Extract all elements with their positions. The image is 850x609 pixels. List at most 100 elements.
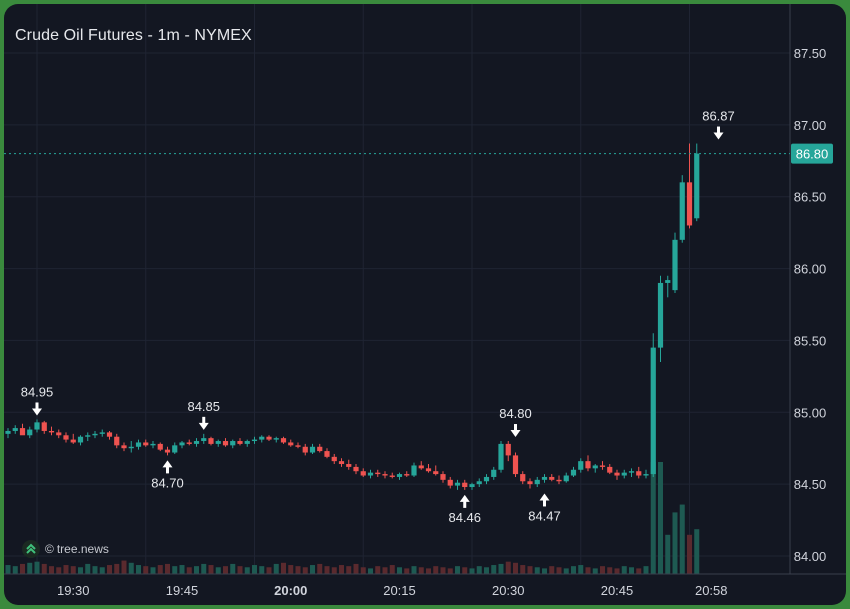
candle-body [498,443,504,470]
volume-bar [186,567,192,574]
volume-bar [281,562,286,574]
candle-body [476,481,482,485]
last-price-badge [791,143,833,164]
candle-body [462,482,468,488]
volume-bar [339,565,344,574]
y-tick-label: 85.00 [794,405,827,420]
up-arrow-icon [162,460,173,468]
candle-body [425,468,432,472]
candle-body [121,445,127,449]
volume-bar [694,529,700,574]
volume-bar [578,565,584,574]
candle-body [636,471,642,476]
volume-bar [252,565,257,574]
volume-bar [585,567,591,574]
candle-body [396,474,403,477]
candle-body [266,436,272,440]
candle-body [599,465,606,467]
copyright-symbol: © [45,542,54,556]
candle-body [556,479,562,482]
candle-body [41,422,47,431]
candlestick-chart[interactable]: 84.95 84.70 84.85 84.46 84.80 84.47 86.87 87.5… [4,4,846,605]
candle-body [273,438,279,440]
volume-bar [172,566,178,574]
up-arrow-icon [539,493,550,501]
y-tick-label: 84.00 [794,549,827,564]
candle-body [186,442,192,444]
high-marker: 84.85 [187,399,220,430]
annotation-label: 84.85 [187,399,220,414]
candle-body [172,445,178,453]
candle-body [135,442,142,447]
candle-body [621,472,627,476]
candle-body [56,432,62,436]
candle-body [389,475,395,477]
volume-bar [107,565,112,574]
volume-bar [455,566,460,574]
candle-body [244,441,250,444]
volume-bar [302,567,308,574]
volume-bar [679,504,685,574]
volume-bar [310,565,315,574]
x-tick-label: 20:45 [601,583,634,598]
volume-bar [643,566,649,574]
candle-body [694,153,700,219]
volume-bar [143,566,149,574]
volume-bar [534,567,540,574]
candle-body [222,441,229,446]
y-tick-label: 85.50 [794,333,827,348]
high-marker: 84.95 [21,384,54,416]
down-arrow-icon [510,430,521,438]
volume-bar [70,566,76,574]
candle-body [201,438,207,442]
annotation-label: 84.95 [21,384,54,399]
candle-body [520,474,526,482]
x-tick-label: 19:30 [57,583,90,598]
watermark-label: tree.news [56,542,109,556]
candle-body [578,461,584,470]
volume-bar [215,567,221,574]
volume-bar [491,565,497,574]
candle-body [324,451,330,457]
x-tick-label: 20:58 [695,583,728,598]
volume-bar [121,560,127,574]
volume-bar [78,567,83,574]
volume-bar [20,563,25,574]
candle-body [259,436,265,440]
candle-body [505,443,511,456]
arrow-stem [463,500,467,508]
annotation-label: 84.47 [528,508,561,523]
arrow-stem [35,402,39,410]
arrow-stem [202,416,206,424]
volume-bar [607,567,613,574]
volume-bar [34,561,40,574]
volume-bar [201,563,207,574]
arrow-stem [717,126,720,134]
candle-body [483,476,490,482]
volume-bar [259,566,265,574]
annotation-label: 84.70 [151,475,184,490]
volume-bar [85,563,91,574]
x-tick-label: 19:45 [166,583,199,598]
candle-body [650,347,656,475]
volume-bars [5,462,700,574]
down-arrow-icon [713,132,724,140]
volume-bar [600,566,605,574]
low-marker: 84.47 [528,493,561,523]
candle-body [193,441,200,444]
candle-body [411,465,417,476]
volume-bar [324,566,330,574]
candle-body [5,430,11,434]
volume-bar [636,568,642,574]
candle-body [128,446,134,449]
volume-bar [404,568,410,574]
candle-body [99,432,105,434]
volume-bar [433,566,439,574]
volume-bar [476,566,482,574]
volume-bar [49,566,54,574]
candle-body [92,433,98,436]
candle-body [563,475,569,482]
candle-body [309,446,316,453]
up-arrow-icon [459,494,470,502]
high-marker: 86.87 [702,109,735,140]
